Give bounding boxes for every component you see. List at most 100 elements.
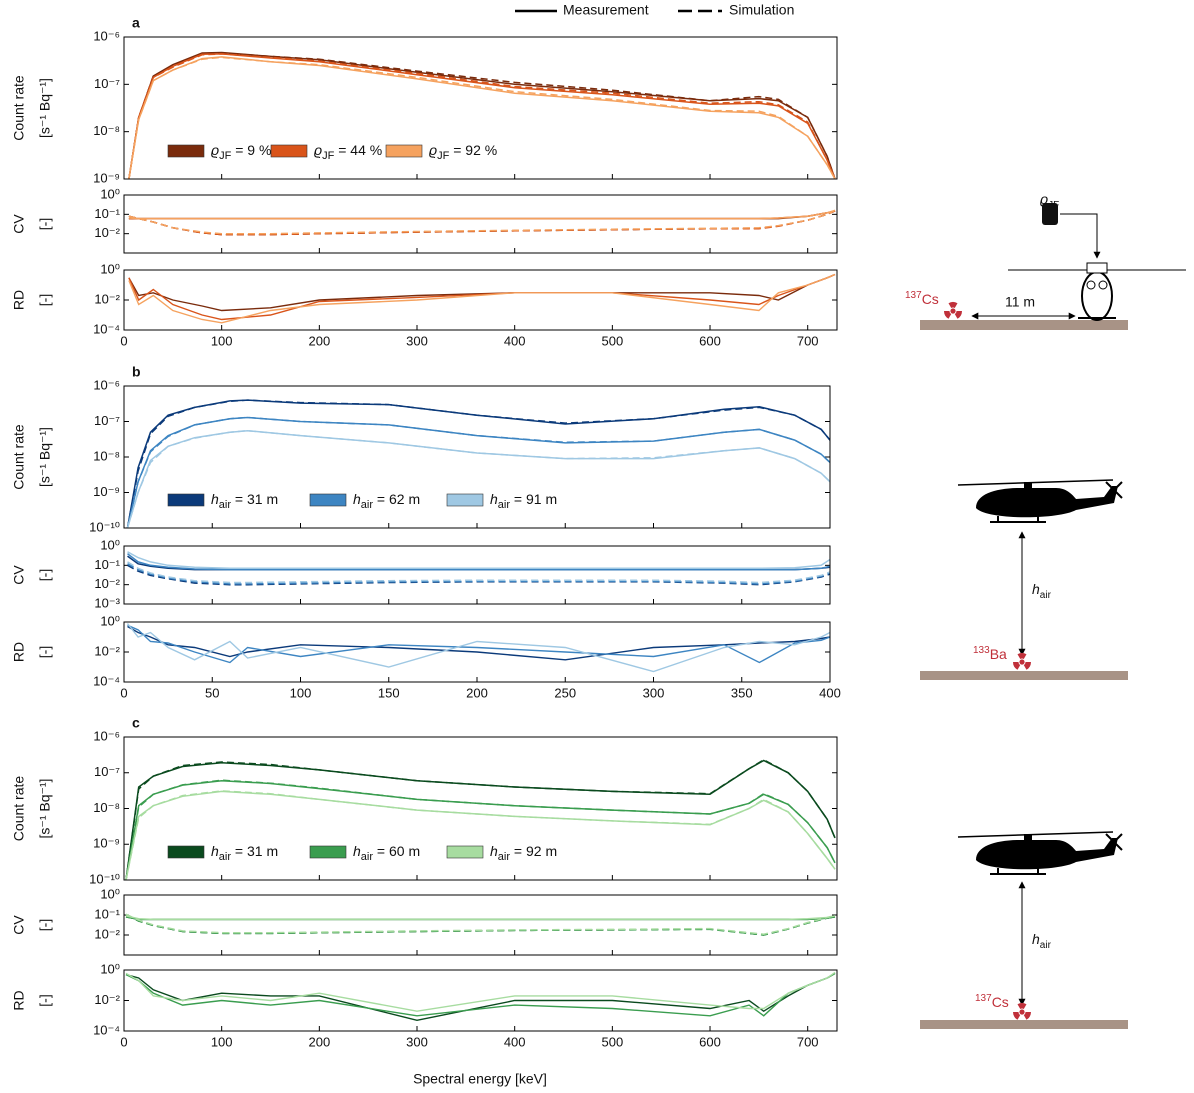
legend-symbol: ϱ bbox=[211, 142, 219, 158]
y-axis-title: [-] bbox=[37, 919, 53, 931]
x-tick-label: 0 bbox=[120, 685, 127, 700]
measurement-line bbox=[127, 551, 830, 570]
panel-label: c bbox=[132, 715, 140, 731]
y-axis-title: RD bbox=[11, 642, 27, 662]
measurement-line bbox=[128, 56, 836, 179]
y-tick-label: 10⁻² bbox=[94, 992, 120, 1007]
legend-label: ϱJF = 9 % bbox=[211, 142, 271, 162]
legend-symbol: ϱ bbox=[429, 142, 437, 158]
series-group bbox=[125, 913, 836, 936]
x-tick-label: 700 bbox=[797, 1034, 819, 1049]
x-tick-label: 400 bbox=[819, 685, 841, 700]
y-axis-title: CV bbox=[11, 915, 27, 935]
legend-label: hair = 31 m bbox=[211, 491, 278, 511]
y-tick-label: 10⁻⁴ bbox=[93, 321, 120, 336]
y-tick-label: 10⁻¹⁰ bbox=[89, 871, 120, 886]
plot-frame bbox=[123, 545, 831, 605]
x-tick-label: 300 bbox=[406, 1034, 428, 1049]
rd-line bbox=[125, 971, 836, 1012]
x-tick-label: 0 bbox=[120, 1034, 127, 1049]
y-axis-title: [s⁻¹ Bq⁻¹] bbox=[37, 427, 53, 487]
legend-rest: = 60 m bbox=[373, 843, 420, 859]
simulation-line bbox=[126, 399, 830, 528]
legend-rest: = 31 m bbox=[231, 843, 278, 859]
x-tick-label: 400 bbox=[504, 333, 526, 348]
x-tick-label: 200 bbox=[466, 685, 488, 700]
legend-label: ϱJF = 92 % bbox=[429, 142, 497, 162]
x-tick-label: 0 bbox=[120, 333, 127, 348]
legend-swatch bbox=[446, 845, 484, 859]
x-tick-label: 600 bbox=[699, 1034, 721, 1049]
y-tick-label: 10⁻⁹ bbox=[93, 170, 120, 185]
y-axis-title: RD bbox=[11, 290, 27, 310]
y-tick-label: 10⁻⁸ bbox=[93, 123, 120, 138]
series-group bbox=[128, 273, 836, 324]
series-group bbox=[126, 623, 830, 673]
simulation-line bbox=[128, 52, 836, 179]
simulation-line bbox=[125, 758, 836, 880]
y-tick-label: 10⁻⁸ bbox=[93, 800, 120, 815]
y-tick-label: 10⁰ bbox=[100, 537, 120, 552]
simulation-line bbox=[128, 53, 836, 179]
plot-frame bbox=[123, 194, 838, 254]
legend-symbol: h bbox=[211, 491, 219, 507]
x-tick-label: 250 bbox=[554, 685, 576, 700]
rd-line bbox=[128, 273, 836, 321]
series-group bbox=[125, 971, 836, 1022]
measurement-line bbox=[126, 416, 830, 528]
x-tick-label: 100 bbox=[290, 685, 312, 700]
y-tick-label: 10⁻⁴ bbox=[93, 1022, 120, 1037]
rd-line bbox=[128, 273, 836, 324]
legend-symbol: h bbox=[353, 491, 361, 507]
legend-swatch bbox=[167, 845, 205, 859]
legend-subscript: JF bbox=[437, 150, 450, 162]
y-tick-label: 10⁻² bbox=[94, 291, 120, 306]
legend-subscript: air bbox=[361, 499, 374, 511]
y-tick-label: 10⁻⁹ bbox=[93, 836, 120, 851]
plot-frame bbox=[123, 621, 831, 683]
legend-swatch bbox=[270, 144, 308, 158]
legend-label: hair = 92 m bbox=[490, 843, 557, 863]
series-group bbox=[128, 51, 836, 179]
x-tick-label: 50 bbox=[205, 685, 219, 700]
measurement-line bbox=[128, 51, 836, 179]
legend-subscript: JF bbox=[322, 150, 335, 162]
y-axis-title: CV bbox=[11, 214, 27, 234]
legend-rest: = 44 % bbox=[334, 142, 382, 158]
legend-swatch bbox=[167, 493, 205, 507]
y-tick-label: 10⁻² bbox=[94, 926, 120, 941]
measurement-line bbox=[125, 790, 836, 880]
simulation-line bbox=[127, 561, 830, 584]
y-tick-label: 10⁻⁷ bbox=[94, 413, 120, 428]
legend-rest: = 62 m bbox=[373, 491, 420, 507]
legend-rest: = 9 % bbox=[231, 142, 271, 158]
y-tick-label: 10⁻¹ bbox=[94, 906, 120, 921]
simulation-line bbox=[125, 914, 836, 936]
legend-rest: = 92 % bbox=[449, 142, 497, 158]
distance-label: 11 m bbox=[1005, 294, 1035, 310]
rd-line bbox=[125, 972, 836, 1022]
x-tick-label: 200 bbox=[308, 333, 330, 348]
y-axis-title: [-] bbox=[37, 994, 53, 1006]
legend-swatch bbox=[385, 144, 423, 158]
legend-rest: = 31 m bbox=[231, 491, 278, 507]
x-tick-label: 600 bbox=[699, 333, 721, 348]
series-group bbox=[127, 551, 830, 586]
legend-subscript: air bbox=[498, 851, 511, 863]
y-tick-label: 10⁻² bbox=[94, 643, 120, 658]
plot-frame bbox=[123, 969, 838, 1032]
plot-frame bbox=[123, 385, 831, 529]
simulation-line bbox=[125, 779, 836, 880]
y-tick-label: 10⁻⁶ bbox=[93, 28, 120, 43]
y-axis-title: [-] bbox=[37, 569, 53, 581]
y-tick-label: 10⁰ bbox=[100, 886, 120, 901]
y-tick-label: 10⁻¹ bbox=[94, 557, 120, 572]
x-tick-label: 200 bbox=[308, 1034, 330, 1049]
measurement-line bbox=[125, 779, 836, 880]
legend-subscript: air bbox=[498, 499, 511, 511]
x-tick-label: 100 bbox=[211, 1034, 233, 1049]
x-tick-label: 700 bbox=[797, 333, 819, 348]
source-label: 137Cs bbox=[905, 290, 939, 307]
simulation-line bbox=[126, 416, 830, 528]
